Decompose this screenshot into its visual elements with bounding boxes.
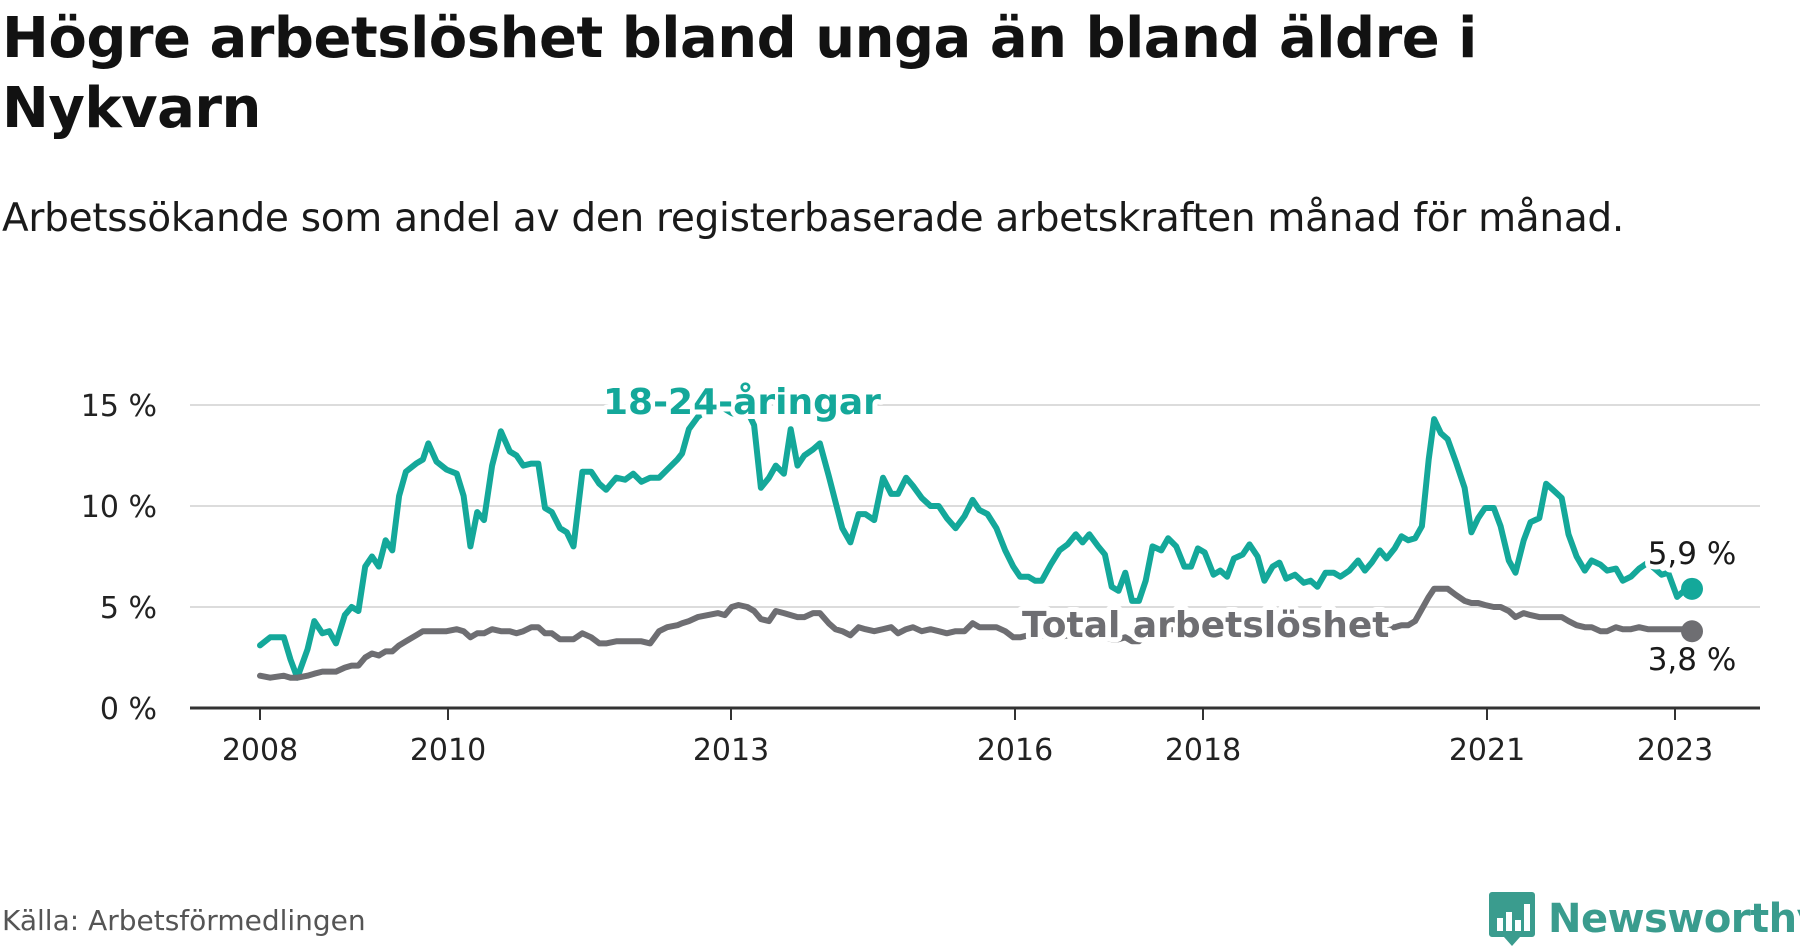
y-tick-label: 0 % [100,692,157,727]
youth-series-label-halo: 18-24-åringar [603,382,881,423]
x-tick-label: 2023 [1637,733,1713,768]
youth-end-value-halo: 5,9 % [1648,536,1737,572]
x-tick-label: 2013 [693,733,769,768]
newsworthy-logo: Newsworthy [1488,890,1800,948]
y-tick-label: 5 % [100,591,157,626]
youth-end-value-text: 5,9 % [1648,536,1737,572]
y-axis-tick-labels: 0 % 5 % 10 % 15 % [81,389,157,727]
series-lines [257,402,1703,681]
bar-chart-icon [1489,892,1535,946]
source-note: Källa: Arbetsförmedlingen [2,904,366,937]
total-series-end-marker [1681,620,1703,643]
chart-title: Högre arbetslöshet bland unga än bland ä… [2,6,1477,141]
x-tick-label: 2021 [1449,733,1525,768]
x-tick-label: 2018 [1165,733,1241,768]
line-chart: 0 %5 %10 %15 % 2008 2010 2013 2016 2018 2021 2… [80,377,1760,768]
x-tick-label: 2010 [410,733,486,768]
total-series-line [257,585,1695,681]
total-series-label-text: Total arbetslöshet [1022,605,1390,646]
brand-name: Newsworthy [1548,896,1800,942]
youth-end-value: 5,9 %5,9 % [1643,531,1742,577]
y-tick-label: 10 % [81,490,157,525]
y-tick-label: 15 % [81,389,157,424]
x-axis-ticks: 2008 2010 2013 2016 2018 2021 2023 [190,706,1760,768]
total-end-value-text: 3,8 % [1648,642,1737,678]
youth-series-end-marker [1681,577,1703,600]
x-tick-label: 2016 [977,733,1053,768]
total-series-label-halo: Total arbetslöshet [1022,605,1390,646]
youth-series-label-text: 18-24-åringar [603,382,881,423]
total-end-value-halo: 3,8 % [1648,642,1737,678]
youth-series-line [257,402,1695,681]
x-tick-label: 2008 [222,733,298,768]
chart-subtitle: Arbetssökande som andel av den registerb… [2,196,1624,241]
total-end-value: 3,8 %3,8 % [1643,637,1742,683]
